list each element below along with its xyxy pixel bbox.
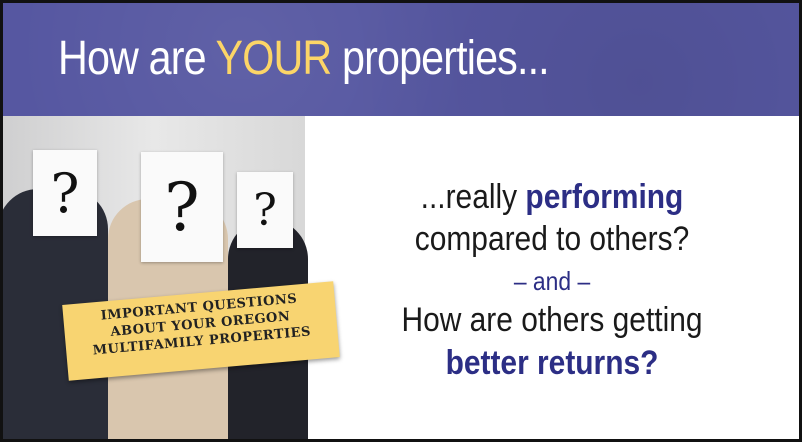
line-compared: compared to others? xyxy=(414,220,690,258)
question-card: ? xyxy=(237,172,293,248)
line-returns: better returns? xyxy=(445,344,659,382)
bold-text: performing xyxy=(525,178,684,216)
question-mark: ? xyxy=(50,161,80,225)
ad-frame: How are YOUR properties... ? ? ? IMPORTA… xyxy=(3,3,799,439)
question-card: ? xyxy=(33,150,97,236)
text: ...really xyxy=(420,178,526,216)
people-photo: ? ? ? xyxy=(3,116,308,439)
line-performing: ...really performing xyxy=(335,178,770,217)
header-banner: How are YOUR properties... xyxy=(3,3,799,116)
headline: How are YOUR properties... xyxy=(58,31,550,86)
line-and: – and – xyxy=(513,266,591,296)
question-card: ? xyxy=(141,152,223,262)
line-how: How are others getting xyxy=(401,301,703,339)
headline-pre: How are xyxy=(58,32,216,85)
question-text: ...really performing compared to others?… xyxy=(305,116,799,439)
headline-highlight: YOUR xyxy=(215,32,333,85)
question-mark: ? xyxy=(253,184,277,236)
headline-post: properties... xyxy=(331,32,550,85)
question-mark: ? xyxy=(164,168,200,246)
